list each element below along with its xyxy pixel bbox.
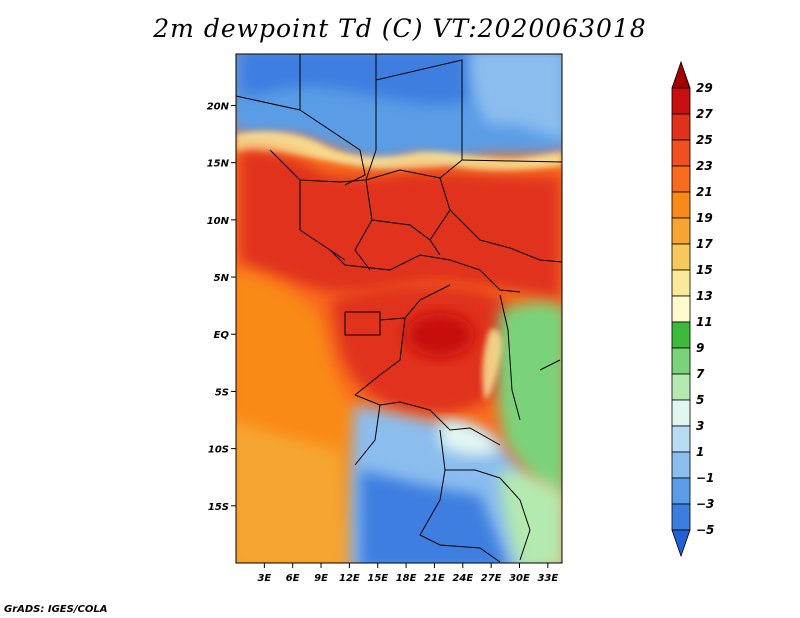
colorbar-box <box>671 347 691 375</box>
colorbar-top-triangle <box>671 60 691 89</box>
border-line <box>299 180 346 261</box>
x-tick-label: 12E <box>339 573 360 584</box>
border-line <box>461 159 562 163</box>
field-north-light <box>470 54 562 140</box>
colorbar-box <box>671 477 691 505</box>
map-axes: 3E 6E 9E 12E 15E 18E 21E 24E 27E 30E 33E 20N 15N 10N 5… <box>207 101 559 584</box>
colorbar: 29 27 25 23 21 19 17 15 13 11 9 7 5 3 1 −1 −3 −5 <box>671 60 714 558</box>
colorbar-label: 3 <box>696 419 704 433</box>
y-tick-label: 5N <box>214 273 230 284</box>
x-tick-label: 30E <box>509 573 530 584</box>
colorbar-box <box>671 321 691 349</box>
border-line <box>354 404 381 466</box>
colorbar-label: 11 <box>696 315 713 329</box>
border-line <box>365 54 377 181</box>
chart-title: 2m dewpoint Td (C) VT:2020063018 <box>153 14 647 43</box>
colorbar-label: 27 <box>696 107 713 121</box>
colorbar-box <box>671 87 691 115</box>
colorbar-label: −3 <box>696 497 714 511</box>
x-tick-label: 33E <box>537 573 558 584</box>
x-tick-label: 18E <box>396 573 417 584</box>
colorbar-label: 9 <box>696 341 704 355</box>
field-sahel-fringe <box>236 131 562 172</box>
border-line <box>499 477 531 561</box>
colorbar-label: 29 <box>696 81 713 95</box>
border-line <box>439 429 501 479</box>
field-east-yellow <box>482 329 502 400</box>
x-tick-label: 24E <box>452 573 473 584</box>
colorbar-label: 17 <box>696 237 713 251</box>
colorbar-bottom-triangle <box>671 529 691 558</box>
colorbar-label: 21 <box>696 185 713 199</box>
colorbar-label: 19 <box>696 211 713 225</box>
field-atlantic-south <box>236 421 350 563</box>
border-line <box>354 179 373 271</box>
y-tick-label: 20N <box>207 101 230 112</box>
colorbar-box <box>671 451 691 479</box>
colorbar-label: −1 <box>696 471 714 485</box>
border-line <box>354 317 406 396</box>
border-line <box>499 294 521 421</box>
x-tick-label: 27E <box>481 573 502 584</box>
field-congo-core <box>406 313 474 357</box>
y-tick-label: 10S <box>208 445 229 456</box>
border-line <box>236 95 301 111</box>
colorbar-label: 5 <box>696 393 704 407</box>
country-borders <box>236 54 562 563</box>
colorbar-label: 15 <box>696 263 713 277</box>
y-tick-label: 15N <box>207 159 230 170</box>
colorbar-label: 7 <box>696 367 705 381</box>
field-southeast-light <box>440 420 500 456</box>
colorbar-box <box>671 139 691 167</box>
field-southeast-deep <box>360 470 508 563</box>
border-line <box>449 209 562 263</box>
border-line <box>371 219 441 256</box>
colorbar-box <box>671 503 691 531</box>
colorbar-box <box>671 269 691 297</box>
x-tick-label: 6E <box>286 573 300 584</box>
border-line <box>375 59 463 241</box>
colorbar-box <box>671 399 691 427</box>
colorbar-box <box>671 113 691 141</box>
border-line <box>539 359 561 371</box>
colorbar-box <box>671 191 691 219</box>
border-line <box>269 149 441 183</box>
field-east-highlands <box>496 302 562 498</box>
field-sahel-band <box>240 150 560 300</box>
colorbar-label: 25 <box>696 133 713 147</box>
grads-credit: GrADS: IGES/COLA <box>4 604 108 615</box>
colorbar-box <box>671 373 691 401</box>
border-line <box>419 469 501 563</box>
x-tick-label: 9E <box>314 573 328 584</box>
colorbar-box <box>671 295 691 323</box>
border-line <box>379 284 451 321</box>
map-field <box>236 54 562 563</box>
colorbar-label: 1 <box>696 445 704 459</box>
y-tick-label: 10N <box>207 216 230 227</box>
field-southeast-green <box>500 470 562 563</box>
colorbar-label: 13 <box>696 289 713 303</box>
colorbar-label: 23 <box>696 159 713 173</box>
colorbar-box <box>671 425 691 453</box>
field-north-dark <box>240 54 470 105</box>
x-tick-label: 3E <box>257 573 271 584</box>
map-frame <box>235 53 563 564</box>
y-tick-label: EQ <box>214 330 230 341</box>
x-tick-label: 15E <box>367 573 388 584</box>
colorbar-box <box>671 165 691 193</box>
y-tick-label: 5S <box>215 387 229 398</box>
colorbar-box <box>671 217 691 245</box>
border-line <box>329 249 521 293</box>
colorbar-label: −5 <box>696 523 714 537</box>
y-tick-label: 15S <box>208 502 229 513</box>
border-line <box>344 311 381 336</box>
border-line <box>299 54 366 186</box>
colorbar-box <box>671 243 691 271</box>
x-tick-label: 21E <box>424 573 445 584</box>
